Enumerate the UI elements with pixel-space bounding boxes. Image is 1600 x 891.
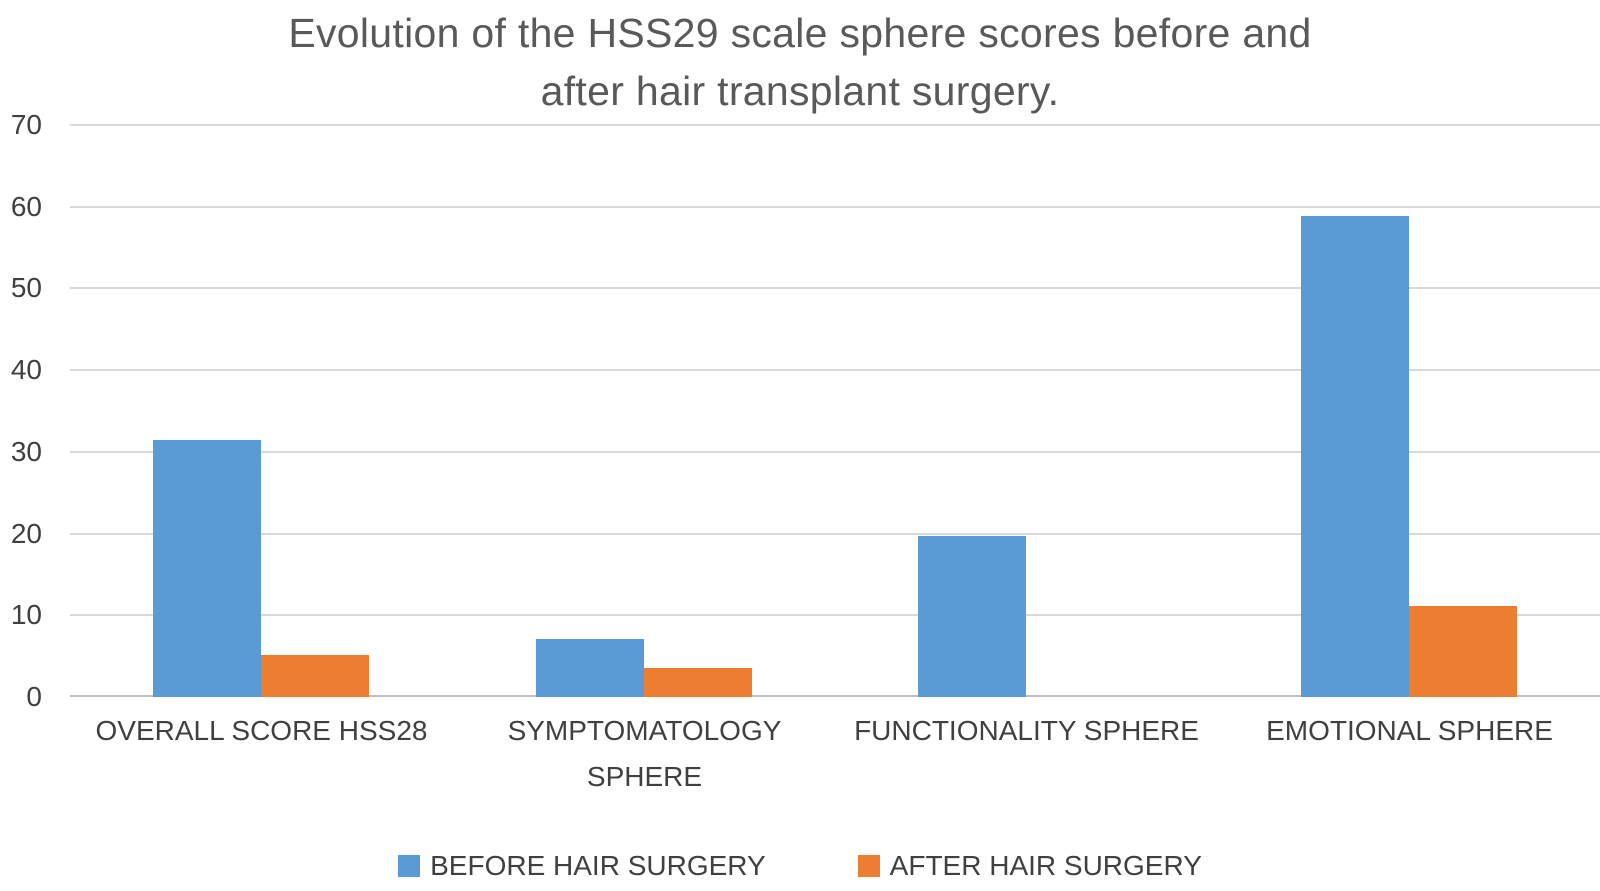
gridline-10	[70, 614, 1600, 616]
y-tick-label-30: 30	[10, 436, 42, 467]
bar-after-hair-surgery-emotional-sphere	[1409, 606, 1517, 697]
chart-title-line-1: Evolution of the HSS29 scale sphere scor…	[288, 10, 1312, 56]
x-axis-label-line: EMOTIONAL SPHERE	[1266, 715, 1553, 746]
gridline-30	[70, 451, 1600, 453]
bar-before-hair-surgery-symptomatology-sphere	[536, 639, 644, 697]
x-axis-label-functionality-sphere: FUNCTIONALITY SPHERE	[835, 708, 1218, 754]
y-tick-label-40: 40	[10, 354, 42, 385]
x-axis-label-line: SYMPTOMATOLOGY	[507, 715, 782, 746]
legend-swatch-before-hair-surgery	[398, 855, 421, 877]
legend-label-after-hair-surgery: AFTER HAIR SURGERY	[889, 850, 1202, 881]
gridline-50	[70, 287, 1600, 289]
x-axis-line	[70, 695, 1600, 697]
bar-before-hair-surgery-overall-score-hss28	[153, 440, 261, 697]
y-tick-label-0: 0	[26, 681, 42, 712]
legend: BEFORE HAIR SURGERY AFTER HAIR SURGERY	[0, 846, 1600, 886]
bar-after-hair-surgery-overall-score-hss28	[261, 655, 369, 697]
gridline-70	[70, 124, 1600, 126]
legend-swatch-after-hair-surgery	[857, 855, 880, 877]
y-tick-label-70: 70	[10, 109, 42, 140]
y-tick-label-20: 20	[10, 518, 42, 549]
legend-item-before-hair-surgery: BEFORE HAIR SURGERY	[398, 850, 766, 882]
y-tick-label-60: 60	[10, 191, 42, 222]
gridline-20	[70, 533, 1600, 535]
y-tick-label-50: 50	[10, 272, 42, 303]
legend-label-before-hair-surgery: BEFORE HAIR SURGERY	[430, 850, 766, 881]
chart-title: Evolution of the HSS29 scale sphere scor…	[0, 4, 1600, 120]
y-tick-label-10: 10	[10, 599, 42, 630]
gridline-60	[70, 206, 1600, 208]
x-axis-label-line: SPHERE	[586, 761, 703, 792]
x-axis-label-line: OVERALL SCORE HSS28	[95, 715, 428, 746]
bar-before-hair-surgery-emotional-sphere	[1301, 216, 1409, 697]
x-axis-label-line: FUNCTIONALITY SPHERE	[854, 715, 1199, 746]
legend-item-after-hair-surgery: AFTER HAIR SURGERY	[857, 850, 1202, 882]
x-axis-label-overall-score-hss28: OVERALL SCORE HSS28	[70, 708, 453, 754]
chart-title-line-2: after hair transplant surgery.	[540, 68, 1060, 114]
x-axis-label-symptomatology-sphere: SYMPTOMATOLOGY SPHERE	[453, 708, 836, 800]
gridline-40	[70, 369, 1600, 371]
bar-after-hair-surgery-symptomatology-sphere	[644, 668, 752, 697]
plot-area	[70, 124, 1600, 697]
x-axis-label-emotional-sphere: EMOTIONAL SPHERE	[1218, 708, 1600, 754]
bar-before-hair-surgery-functionality-sphere	[918, 536, 1026, 697]
